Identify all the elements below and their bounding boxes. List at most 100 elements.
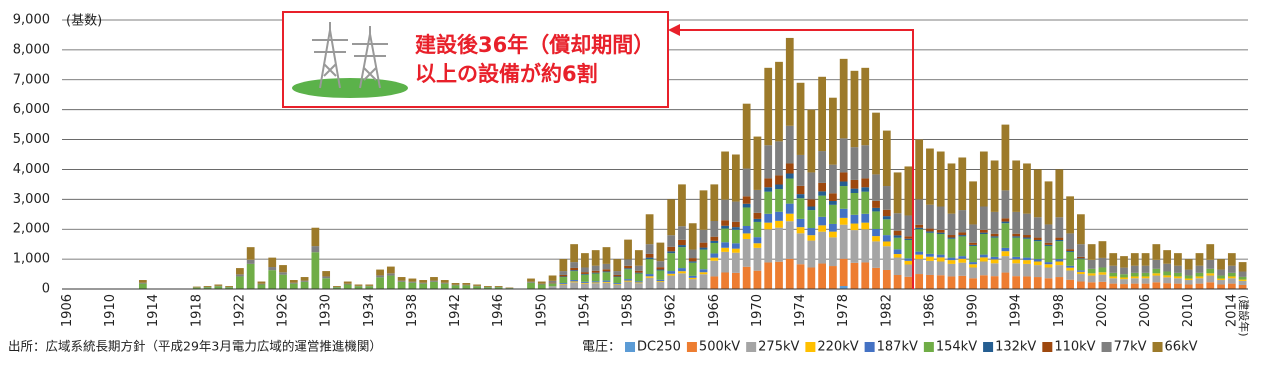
bar-segment: [1055, 239, 1064, 242]
bar-segment: [699, 269, 708, 273]
bar-segment: [699, 272, 708, 275]
bar-segment: [354, 286, 363, 289]
bar-segment: [764, 145, 773, 179]
bar-segment: [236, 268, 244, 275]
bar-segment: [581, 283, 589, 289]
bar-segment: [947, 213, 956, 236]
bar-segment: [1195, 253, 1204, 266]
x-tick-label: 1914: [146, 294, 161, 327]
bar-segment: [1152, 268, 1161, 274]
bar-segment: [731, 227, 740, 230]
bar-segment: [1163, 271, 1172, 276]
bar-segment: [1120, 279, 1128, 285]
bar-segment: [721, 228, 729, 243]
bar-segment: [408, 278, 417, 282]
bar-segment: [1174, 283, 1182, 289]
bar-segment: [1152, 273, 1161, 276]
bar-segment: [969, 245, 977, 263]
bar-segment: [915, 139, 924, 200]
bar-segment: [1109, 265, 1118, 273]
bar-segment: [289, 282, 298, 284]
bar-segment: [451, 283, 460, 285]
bar-segment: [1206, 273, 1215, 276]
bar-segment: [559, 284, 568, 289]
legend-swatch: [805, 342, 816, 352]
bar-segment: [1087, 244, 1096, 260]
bar-segment: [979, 254, 988, 258]
bar-segment: [839, 181, 848, 187]
bar-segment: [591, 282, 600, 284]
bar-segment: [1044, 244, 1053, 246]
bar-segment: [1130, 265, 1139, 273]
bar-segment: [624, 265, 632, 269]
bar-segment: [753, 218, 762, 222]
bar-segment: [1217, 284, 1225, 289]
bar-segment: [667, 251, 676, 254]
bar-segment: [818, 263, 826, 289]
bar-segment: [300, 280, 309, 282]
bar-segment: [785, 203, 794, 214]
bar-segment: [570, 267, 579, 271]
bar-segment: [581, 281, 589, 283]
bar-segment: [958, 256, 967, 259]
bar-segment: [591, 270, 600, 273]
bar-segment: [936, 206, 945, 230]
bar-segment: [365, 286, 374, 289]
bar-segment: [624, 239, 632, 260]
x-tick-label: 1994: [1009, 294, 1024, 327]
bar-segment: [861, 191, 870, 214]
bar-segment: [882, 235, 891, 242]
bar-segment: [602, 269, 611, 272]
bar-segment: [796, 198, 805, 219]
bar-segment: [656, 282, 665, 289]
bar-segment: [775, 220, 783, 228]
bar-segment: [699, 242, 708, 248]
bar-segment: [796, 82, 805, 155]
bar-segment: [1012, 276, 1021, 289]
bar-segment: [1077, 259, 1085, 271]
legend-swatch: [1152, 342, 1163, 352]
bar-segment: [818, 182, 826, 192]
bar-segment: [1238, 279, 1247, 281]
bar-segment: [807, 199, 816, 207]
y-tick-label: 9,000: [13, 13, 50, 28]
bar-segment: [527, 282, 535, 289]
x-tick-label: 1990: [966, 294, 981, 327]
bar-segment: [462, 285, 471, 289]
bar-segment: [904, 236, 913, 239]
legend-label: 187kV: [877, 340, 918, 355]
bar-segment: [1077, 271, 1085, 275]
bar-segment: [1033, 237, 1042, 240]
bar-segment: [1044, 181, 1053, 225]
bar-segment: [764, 222, 773, 230]
x-tick-label: 1962: [664, 294, 679, 327]
bar-segment: [1087, 282, 1096, 289]
bar-segment: [257, 284, 266, 289]
bar-segment: [1044, 267, 1053, 279]
bar-segment: [1120, 256, 1128, 268]
bar-segment: [1033, 169, 1042, 218]
bar-segment: [236, 276, 244, 289]
bar-segment: [969, 264, 977, 268]
bar-segment: [1033, 259, 1042, 262]
bar-segment: [1033, 261, 1042, 266]
bar-segment: [829, 201, 837, 205]
bar-segment: [343, 283, 352, 285]
bar-segment: [1055, 241, 1064, 260]
bar-segment: [1077, 270, 1085, 272]
bar-segment: [634, 270, 643, 273]
bar-segment: [1055, 265, 1064, 278]
bar-segment: [408, 282, 417, 289]
bar-segment: [602, 271, 611, 273]
bar-segment: [742, 168, 751, 197]
bar-segment: [645, 244, 654, 254]
bar-segment: [775, 211, 783, 221]
bar-segment: [850, 192, 859, 215]
bar-segment: [915, 229, 924, 252]
bar-segment: [936, 254, 945, 258]
bar-segment: [1195, 265, 1204, 273]
bar-segment: [408, 281, 417, 283]
bar-segment: [656, 242, 665, 262]
bar-segment: [1055, 217, 1064, 238]
bar-segment: [440, 280, 449, 283]
